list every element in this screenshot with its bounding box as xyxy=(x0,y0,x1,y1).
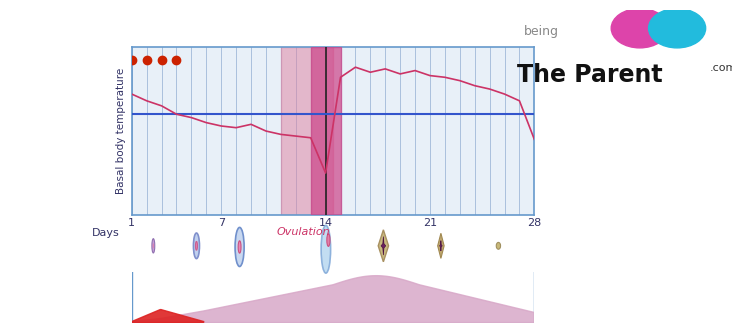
Ellipse shape xyxy=(238,241,241,253)
Ellipse shape xyxy=(153,243,154,248)
Text: Ovulation: Ovulation xyxy=(277,227,331,237)
Text: Days: Days xyxy=(92,228,119,239)
Circle shape xyxy=(611,8,668,48)
Circle shape xyxy=(649,8,706,48)
Ellipse shape xyxy=(326,234,330,246)
Polygon shape xyxy=(132,309,203,323)
Polygon shape xyxy=(438,233,444,258)
Ellipse shape xyxy=(193,233,200,259)
Ellipse shape xyxy=(195,242,198,250)
Bar xyxy=(310,47,340,215)
Text: being: being xyxy=(523,25,559,38)
Ellipse shape xyxy=(321,225,331,273)
Polygon shape xyxy=(440,241,442,251)
Polygon shape xyxy=(378,230,389,262)
Polygon shape xyxy=(381,237,386,255)
Polygon shape xyxy=(132,276,534,323)
Ellipse shape xyxy=(496,242,501,249)
Y-axis label: Basal body temperature: Basal body temperature xyxy=(116,68,126,194)
Text: .com: .com xyxy=(710,63,732,73)
Bar xyxy=(281,47,333,215)
Text: The Parent: The Parent xyxy=(517,63,662,87)
Ellipse shape xyxy=(152,239,154,253)
Ellipse shape xyxy=(235,227,244,266)
